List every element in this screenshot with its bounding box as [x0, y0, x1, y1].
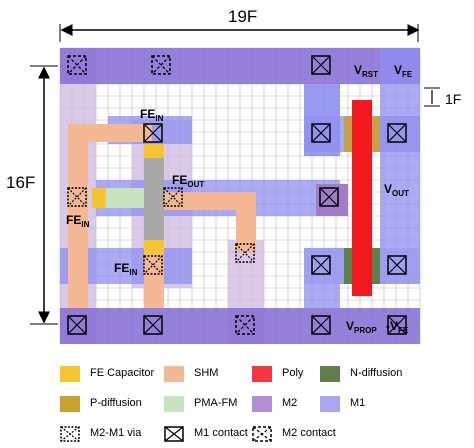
m2-m1-via-icon	[163, 187, 183, 207]
m1-contact-icon	[311, 55, 331, 75]
fe-capacitor-layer	[92, 144, 164, 254]
m1-contact-icon	[143, 123, 163, 143]
m1-contact-icon	[387, 123, 407, 143]
pma-fm-swatch	[164, 396, 184, 412]
contacts	[67, 55, 407, 335]
legend-label: N-diffusion	[350, 367, 403, 379]
via-swatch-icon	[60, 426, 80, 442]
legend-label: M2-M1 via	[90, 427, 142, 439]
m1-contact-icon	[387, 315, 407, 335]
shm-swatch	[164, 366, 184, 382]
m1-contact-icon	[311, 123, 331, 143]
legend-label: M1 contact	[194, 427, 248, 439]
fe-in-left-label: FEIN	[66, 213, 90, 229]
fe-out-label: FEOUT	[172, 173, 204, 189]
m2-m1-via-icon	[235, 243, 255, 263]
legend-label: PMA-FM	[194, 397, 238, 409]
poly-layer	[352, 100, 372, 296]
legend-label: M1	[350, 397, 366, 409]
m2-contact-icon	[235, 315, 255, 335]
m1-contact-icon	[67, 315, 87, 335]
n-diffusion-swatch	[320, 366, 340, 382]
node-labels: VRST VFE VOUT VPROP -VFE FEIN FEIN FEIN …	[66, 63, 413, 335]
legend-label: SHM	[194, 367, 219, 379]
legend-label: Poly	[282, 367, 304, 379]
m1-contact-icon	[319, 187, 339, 207]
m1-contact-icon	[311, 315, 331, 335]
m1-contact-icon	[387, 255, 407, 275]
m1-contact-icon	[311, 255, 331, 275]
fe-in-top-label: FEIN	[140, 107, 164, 123]
fe-in-bottom-label: FEIN	[114, 261, 138, 277]
legend-label: P-diffusion	[90, 397, 142, 409]
height-label: 16F	[6, 173, 35, 192]
v-prop-label: VPROP	[346, 319, 377, 335]
poly-swatch	[252, 366, 272, 382]
v-fe-top-label: VFE	[394, 63, 413, 79]
m2-contact-swatch-icon	[252, 426, 272, 442]
dimension-annotations: 19F 16F 1F	[6, 7, 461, 325]
m1-contact-icon	[143, 315, 163, 335]
v-rst-label: VRST	[354, 63, 378, 79]
pma-fm-layer	[104, 188, 144, 208]
gray-path-layer	[144, 156, 164, 240]
m2-m1-via-icon	[143, 255, 163, 275]
v-out-label: VOUT	[384, 182, 409, 198]
m2-swatch	[252, 396, 272, 412]
legend-label: M2 contact	[282, 427, 336, 439]
m2-contact-icon	[67, 55, 87, 75]
width-label: 19F	[228, 7, 257, 26]
m2-contact-icon	[151, 55, 171, 75]
pitch-label: 1F	[445, 91, 461, 107]
legend-label: FE Capacitor	[90, 367, 155, 379]
legend-label: M2	[282, 397, 298, 409]
m2-m1-via-icon	[67, 187, 87, 207]
m1-contact-swatch-icon	[164, 426, 184, 442]
p-diffusion-swatch	[60, 396, 80, 412]
fe-capacitor-swatch	[60, 366, 80, 382]
m1-swatch	[320, 396, 340, 412]
v-fe-bottom-label: -VFE	[386, 319, 409, 335]
